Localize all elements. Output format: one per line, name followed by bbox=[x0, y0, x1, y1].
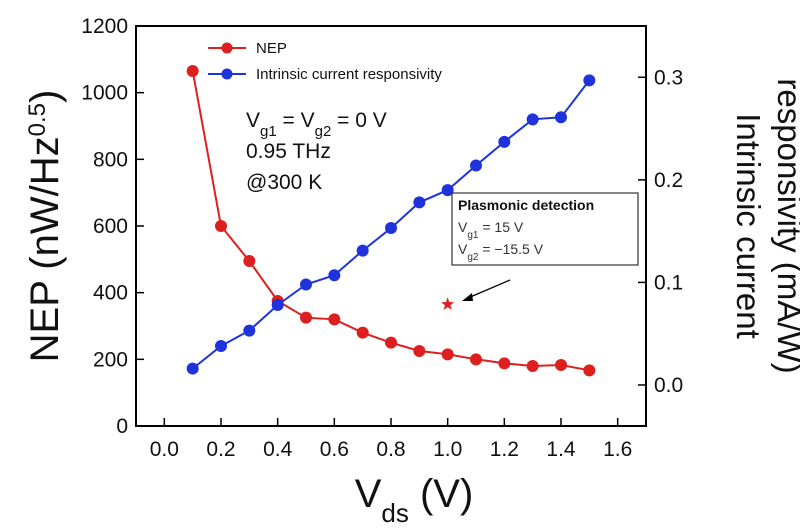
data-point-nep bbox=[300, 311, 312, 324]
legend-marker-responsivity bbox=[221, 68, 233, 80]
y-left-tick-label: 600 bbox=[93, 215, 128, 238]
y-left-tick-label: 1200 bbox=[81, 15, 128, 38]
x-tick-label: 1.6 bbox=[603, 438, 632, 461]
callout-box bbox=[451, 192, 639, 266]
data-point-responsivity bbox=[526, 113, 539, 126]
conditions-annotation: Vg1 = Vg2 = 0 V 0.95 THz @300 K bbox=[246, 109, 387, 194]
star-marker bbox=[441, 297, 455, 310]
x-tick-label: 0.2 bbox=[206, 438, 235, 461]
legend: NEP Intrinsic current responsivity bbox=[208, 40, 442, 83]
y-left-tick-label: 1000 bbox=[81, 82, 128, 105]
callout-arrow-line bbox=[467, 279, 511, 299]
data-point-responsivity bbox=[215, 340, 227, 352]
tick-group: 0.0 0.2 0.4 0.6 0.8 1.0 1.2 1.4 1.6 0 200 400 600 800… bbox=[81, 15, 683, 461]
data-point-responsivity bbox=[498, 135, 511, 148]
x-tick-label: 1.4 bbox=[546, 438, 576, 461]
data-point-responsivity bbox=[186, 362, 199, 375]
y-axis-left-title: NEP (nW/Hz0.5) bbox=[23, 90, 67, 363]
callout-arrow-head bbox=[462, 293, 473, 301]
y-right-tick-label: 0.1 bbox=[654, 271, 683, 294]
data-point-nep bbox=[215, 220, 227, 232]
data-point-responsivity bbox=[555, 111, 567, 124]
annotation-temperature: @300 K bbox=[246, 171, 322, 194]
data-point-nep bbox=[470, 353, 482, 366]
y-left-tick-label: 400 bbox=[93, 282, 128, 305]
data-point-nep bbox=[441, 348, 454, 361]
y-right-tick-label: 0.0 bbox=[654, 374, 683, 397]
data-point-nep bbox=[385, 336, 397, 349]
data-point-responsivity bbox=[470, 159, 482, 172]
y-axis-right-title-line2: responsivity (mA/W) bbox=[771, 78, 800, 373]
annotation-gate-voltage: Vg1 = Vg2 = 0 V bbox=[246, 109, 387, 140]
data-point-nep bbox=[526, 360, 539, 372]
data-point-nep bbox=[328, 313, 341, 326]
legend-marker-nep bbox=[221, 42, 233, 54]
data-point-nep bbox=[356, 326, 369, 339]
annotation-frequency: 0.95 THz bbox=[246, 140, 331, 163]
data-point-responsivity bbox=[328, 269, 341, 282]
y-left-tick-label: 0 bbox=[116, 415, 128, 438]
series-group bbox=[186, 65, 596, 377]
callout-line1: Vg1 = 15 V bbox=[458, 219, 524, 241]
x-tick-label: 1.2 bbox=[490, 438, 519, 461]
callout-title: Plasmonic detection bbox=[458, 197, 594, 213]
y-right-tick-label: 0.3 bbox=[654, 66, 683, 89]
data-point-responsivity bbox=[356, 244, 369, 257]
legend-label-nep: NEP bbox=[256, 40, 287, 57]
data-point-nep bbox=[583, 364, 596, 377]
data-point-responsivity bbox=[300, 278, 312, 291]
callout-line2: Vg2 = −15.5 V bbox=[458, 241, 544, 263]
y-right-tick-label: 0.2 bbox=[654, 169, 683, 192]
x-tick-label: 0.0 bbox=[150, 438, 179, 461]
data-point-nep bbox=[413, 345, 426, 357]
data-point-responsivity bbox=[243, 324, 256, 337]
data-point-nep bbox=[243, 255, 256, 267]
y-axis-right-title-line1: Intrinsic current bbox=[730, 113, 767, 339]
x-tick-label: 0.6 bbox=[320, 438, 349, 461]
data-point-nep bbox=[186, 65, 199, 77]
data-point-responsivity bbox=[413, 196, 426, 209]
x-tick-label: 0.8 bbox=[376, 438, 405, 461]
data-point-responsivity bbox=[441, 184, 454, 197]
x-tick-label: 1.0 bbox=[433, 438, 462, 461]
data-point-nep bbox=[498, 357, 511, 370]
data-point-responsivity bbox=[583, 74, 596, 87]
legend-label-responsivity: Intrinsic current responsivity bbox=[256, 66, 442, 83]
y-left-tick-label: 800 bbox=[93, 148, 128, 171]
data-point-responsivity bbox=[385, 222, 397, 235]
x-axis-title: Vds (V) bbox=[355, 472, 474, 528]
data-point-responsivity bbox=[271, 298, 284, 311]
x-tick-label: 0.4 bbox=[263, 438, 293, 461]
y-left-tick-label: 200 bbox=[93, 348, 128, 371]
plasmonic-callout: Plasmonic detection Vg1 = 15 V Vg2 = −15… bbox=[451, 192, 639, 301]
data-point-nep bbox=[555, 359, 567, 371]
